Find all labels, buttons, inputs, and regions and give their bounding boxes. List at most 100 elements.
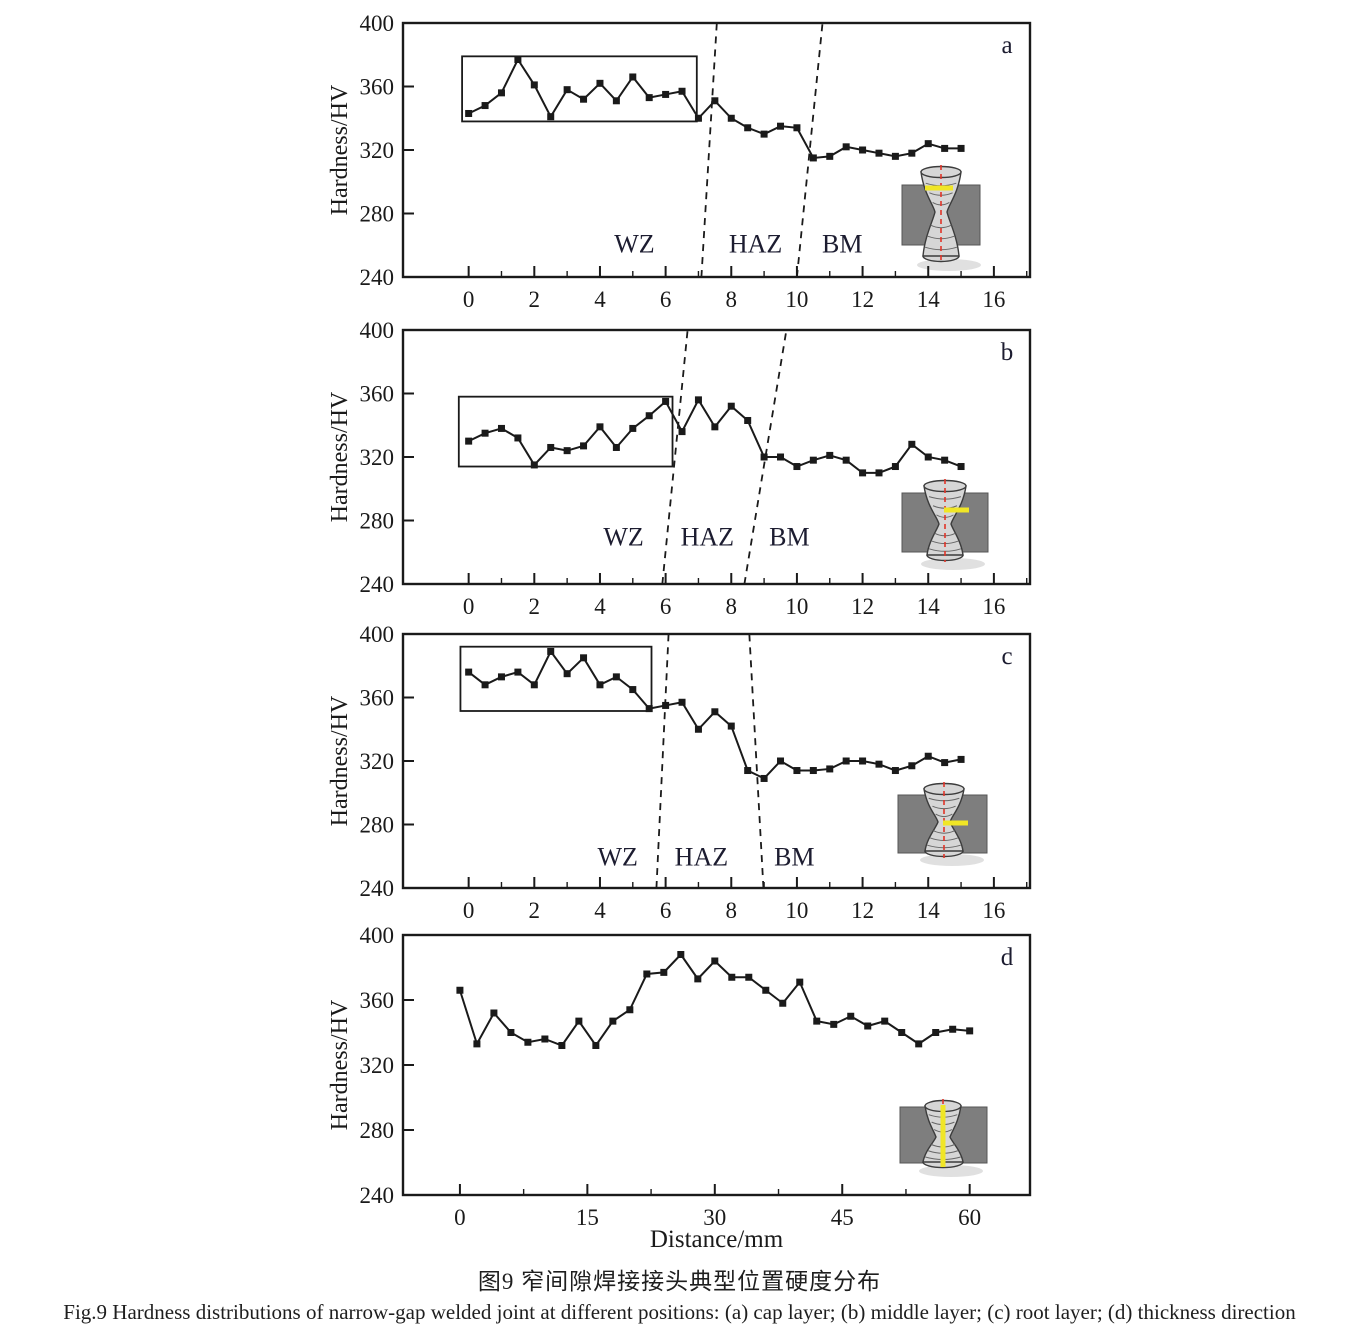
- x-tick-label: 8: [726, 594, 738, 619]
- x-tick-label: 16: [982, 898, 1005, 923]
- data-point-marker: [711, 708, 719, 716]
- data-point-marker: [645, 412, 653, 420]
- y-tick-label: 320: [360, 1053, 395, 1078]
- y-tick-label: 360: [360, 988, 395, 1013]
- data-point-marker: [949, 1025, 957, 1033]
- x-tick-label: 14: [917, 594, 941, 619]
- data-point-marker: [481, 681, 489, 689]
- data-point-marker: [592, 1042, 600, 1049]
- data-point-marker: [957, 463, 965, 471]
- data-point-marker: [497, 424, 505, 432]
- zone-label-wz: WZ: [603, 522, 643, 551]
- data-point-marker: [563, 670, 571, 678]
- data-point-marker: [558, 1042, 566, 1049]
- data-point-marker: [932, 1029, 940, 1036]
- data-point-marker: [514, 434, 522, 442]
- y-tick-label: 400: [360, 318, 395, 343]
- panel-letter: c: [1001, 643, 1012, 670]
- panel-letter: a: [1001, 32, 1012, 59]
- inset-shadow: [920, 854, 984, 866]
- y-tick-label: 360: [360, 75, 395, 100]
- zone-label-wz: WZ: [614, 230, 654, 259]
- zone-label-haz: HAZ: [729, 230, 782, 259]
- data-point-marker: [875, 469, 883, 477]
- x-tick-label: 8: [726, 287, 738, 312]
- panel-b-series-line: [468, 397, 962, 474]
- x-tick-label: 4: [594, 594, 606, 619]
- panel-b-inset-weld-schematic: [901, 479, 989, 570]
- inset-shadow: [919, 1165, 983, 1177]
- data-point-marker: [612, 673, 620, 681]
- data-point-marker: [643, 970, 651, 978]
- zone-label-haz: HAZ: [675, 842, 728, 871]
- data-point-marker: [547, 113, 555, 121]
- y-tick-label: 320: [360, 749, 395, 774]
- data-point-marker: [760, 774, 768, 782]
- x-tick-label: 0: [463, 287, 475, 312]
- zone-boundary-dashed-line: [743, 329, 788, 585]
- x-tick-label: 30: [703, 1205, 726, 1230]
- zone-boundary-dashed-line: [796, 22, 824, 278]
- weld-ridge-line: [933, 830, 955, 834]
- weld-ridge-line: [935, 813, 953, 818]
- data-point-marker: [694, 114, 702, 122]
- y-tick-label: 280: [360, 813, 395, 838]
- weld-zone-highlight-box: [461, 55, 698, 123]
- x-tick-label: 14: [917, 287, 941, 312]
- data-point-marker: [793, 767, 801, 775]
- data-point-marker: [826, 451, 834, 459]
- data-point-marker: [859, 757, 867, 765]
- data-point-marker: [694, 975, 702, 983]
- data-point-marker: [966, 1027, 974, 1035]
- figure-canvas: 0 2 4 6 8 10 12 14 16240280320360400Hardness/HVW…: [327, 11, 1032, 1253]
- x-tick-label: 0: [463, 898, 475, 923]
- data-point-marker: [777, 453, 785, 461]
- data-point-marker: [497, 89, 505, 97]
- x-tick-label: 0: [454, 1205, 466, 1230]
- data-point-marker: [760, 453, 768, 461]
- x-tick-label: 45: [831, 1205, 854, 1230]
- data-point-marker: [744, 416, 752, 424]
- data-point-marker: [660, 968, 668, 976]
- data-point-marker: [826, 152, 834, 160]
- data-point-marker: [677, 951, 685, 958]
- data-point-marker: [908, 440, 916, 448]
- data-point-marker: [842, 757, 850, 765]
- data-point-marker: [678, 87, 686, 95]
- data-point-marker: [694, 396, 702, 404]
- x-axis-title: Distance/mm: [650, 1226, 784, 1253]
- data-point-marker: [465, 668, 473, 676]
- data-point-marker: [596, 79, 604, 87]
- zone-label-bm: BM: [769, 522, 809, 551]
- y-tick-label: 400: [360, 11, 395, 36]
- x-tick-label: 16: [982, 594, 1005, 619]
- data-point-marker: [875, 760, 883, 768]
- data-point-marker: [891, 767, 899, 775]
- data-point-marker: [891, 152, 899, 160]
- data-point-marker: [809, 767, 817, 775]
- data-point-marker: [563, 447, 571, 455]
- data-point-marker: [711, 97, 719, 105]
- data-point-marker: [541, 1035, 549, 1043]
- x-tick-label: 16: [982, 287, 1005, 312]
- panel-letter: d: [1001, 944, 1014, 971]
- zone-boundary-dashed-line: [700, 22, 718, 278]
- x-tick-label: 6: [660, 287, 672, 312]
- data-point-marker: [796, 978, 804, 986]
- y-tick-label: 240: [360, 876, 395, 901]
- data-point-marker: [793, 124, 801, 132]
- data-point-marker: [465, 437, 473, 445]
- data-point-marker: [842, 143, 850, 151]
- data-point-marker: [530, 81, 538, 89]
- zone-label-bm: BM: [822, 230, 862, 259]
- x-tick-label: 2: [529, 898, 541, 923]
- data-point-marker: [711, 423, 719, 431]
- data-point-marker: [941, 759, 949, 767]
- data-point-marker: [809, 456, 817, 464]
- chart-panel-b: 0 2 4 6 8 10 12 14 16 240 280 320 360 400 Hardness/HV W…: [327, 318, 1032, 619]
- zone-label-wz: WZ: [597, 842, 637, 871]
- data-point-marker: [957, 755, 965, 763]
- data-point-marker: [575, 1017, 583, 1025]
- data-point-marker: [830, 1020, 838, 1028]
- panel-d-inset-weld-schematic: [899, 1099, 988, 1177]
